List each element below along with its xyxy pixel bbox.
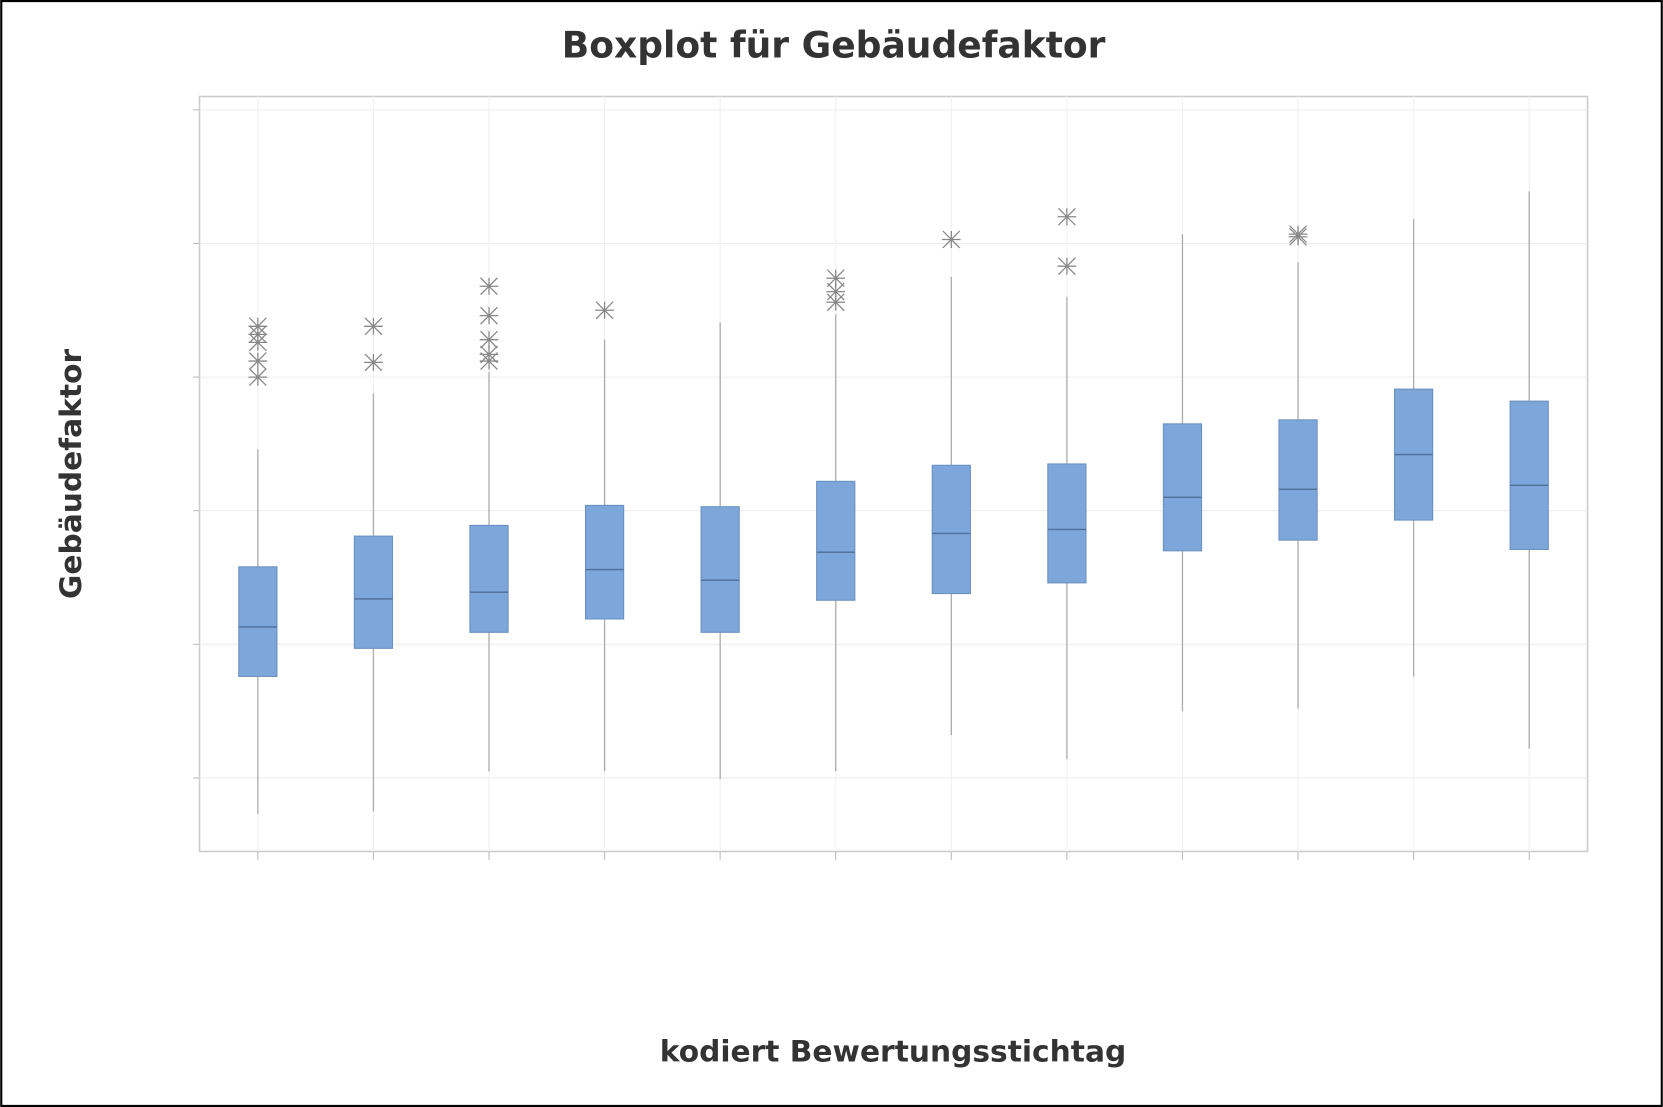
outlier bbox=[826, 282, 846, 301]
box bbox=[1162, 423, 1203, 552]
box bbox=[353, 535, 394, 649]
box bbox=[1278, 419, 1318, 541]
outlier bbox=[941, 230, 961, 249]
outlier bbox=[826, 293, 846, 312]
plot-area bbox=[198, 95, 1589, 853]
box bbox=[700, 506, 740, 633]
box bbox=[238, 566, 278, 677]
outlier bbox=[1288, 227, 1308, 246]
outlier bbox=[479, 277, 499, 296]
outlier bbox=[595, 301, 614, 320]
box bbox=[1509, 400, 1549, 551]
outlier bbox=[479, 330, 499, 349]
outlier bbox=[1057, 207, 1077, 226]
outlier bbox=[826, 269, 846, 288]
x-axis-label: kodiert Bewertungsstichtag bbox=[660, 1033, 1126, 1068]
box bbox=[1047, 463, 1087, 584]
box bbox=[816, 480, 856, 601]
outlier bbox=[248, 368, 268, 387]
chart-title: Boxplot für Gebäudefaktor bbox=[562, 25, 1106, 67]
box bbox=[584, 504, 625, 620]
outlier bbox=[479, 352, 499, 370]
outlier bbox=[479, 306, 499, 325]
outlier bbox=[1057, 257, 1077, 276]
outlier bbox=[248, 333, 268, 352]
y-axis-label: Gebäudefaktor bbox=[53, 349, 88, 599]
box bbox=[931, 464, 971, 595]
outlier bbox=[364, 353, 383, 372]
box bbox=[469, 524, 509, 633]
outlier bbox=[248, 352, 268, 370]
outlier bbox=[364, 317, 383, 336]
